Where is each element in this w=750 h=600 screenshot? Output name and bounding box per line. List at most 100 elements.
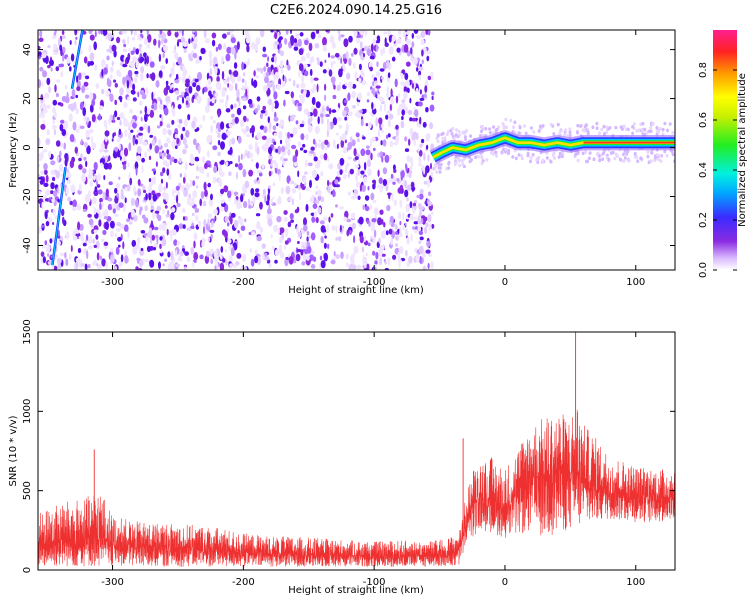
noise-blob [125, 187, 128, 192]
noise-blob [292, 188, 297, 193]
noise-blob [281, 146, 285, 152]
noise-blob [414, 28, 419, 34]
noise-blob [286, 186, 291, 195]
noise-blob [40, 152, 44, 160]
halo-blob [469, 160, 472, 164]
noise-blob [367, 48, 371, 55]
noise-blob [45, 189, 50, 196]
noise-blob [255, 249, 258, 254]
noise-blob [371, 239, 373, 242]
noise-blob [171, 251, 174, 260]
noise-blob [167, 30, 171, 36]
noise-blob [251, 259, 255, 267]
noise-blob [137, 237, 140, 245]
noise-blob [156, 161, 158, 167]
noise-blob [203, 201, 207, 207]
noise-blob [143, 124, 147, 130]
noise-blob [181, 134, 184, 141]
noise-blob [297, 241, 300, 244]
colorbar-tick-label: 0.6 [698, 112, 709, 128]
noise-blob [383, 139, 387, 146]
noise-blob [182, 42, 187, 47]
noise-blob [315, 201, 319, 204]
noise-blob [212, 40, 215, 47]
noise-blob [109, 162, 112, 169]
noise-blob [97, 174, 101, 182]
noise-blob [431, 261, 434, 269]
noise-blob [70, 160, 74, 168]
noise-blob [296, 120, 299, 124]
noise-blob [170, 234, 172, 242]
noise-blob [312, 170, 317, 178]
halo-blob [586, 160, 589, 164]
noise-blob [180, 173, 182, 177]
noise-blob [133, 30, 137, 36]
noise-blob [65, 96, 70, 103]
noise-blob [134, 77, 138, 83]
noise-blob [66, 155, 68, 162]
noise-blob [413, 217, 417, 220]
noise-blob [227, 77, 230, 82]
noise-blob [210, 259, 213, 265]
noise-blob [280, 227, 285, 233]
noise-blob [251, 231, 255, 236]
noise-blob [339, 206, 344, 210]
noise-blob [192, 213, 195, 216]
noise-blob [79, 236, 82, 240]
noise-blob [216, 76, 220, 82]
noise-blob [357, 93, 362, 101]
noise-blob [90, 52, 95, 61]
noise-blob [308, 163, 313, 167]
halo-blob [559, 129, 562, 133]
noise-blob [195, 79, 199, 83]
spec-ytick-label: 20 [22, 92, 33, 105]
noise-blob [342, 110, 347, 117]
noise-blob [121, 254, 124, 262]
noise-blob [171, 84, 174, 88]
noise-blob [321, 236, 324, 243]
spec-ytick-label: 0 [22, 144, 33, 150]
noise-blob [75, 262, 78, 270]
colorbar: 0.00.20.40.60.8 Normalized spectral ampl… [698, 30, 748, 278]
halo-blob [530, 126, 533, 130]
halo-blob [505, 147, 508, 151]
noise-blob [410, 214, 414, 221]
noise-blob [365, 195, 369, 201]
noise-blob [139, 44, 143, 47]
noise-blob [385, 155, 390, 163]
noise-blob [321, 225, 326, 233]
noise-blob [103, 149, 108, 152]
noise-blob [392, 35, 396, 42]
noise-blob [431, 211, 434, 215]
noise-blob [150, 61, 155, 68]
noise-blob [262, 136, 267, 140]
noise-blob [218, 44, 222, 51]
noise-blob [301, 261, 305, 265]
noise-blob [300, 124, 304, 127]
noise-blob [311, 32, 316, 40]
noise-blob [346, 263, 349, 267]
halo-blob [511, 155, 514, 159]
noise-blob [379, 177, 383, 184]
noise-blob [137, 92, 139, 98]
noise-blob [401, 109, 405, 115]
noise-blob [187, 197, 190, 205]
noise-blob [250, 248, 253, 253]
noise-blob [81, 174, 86, 183]
noise-blob [331, 61, 334, 68]
noise-blob [195, 215, 198, 221]
noise-blob [418, 215, 420, 223]
noise-blob [238, 233, 242, 238]
noise-blob [407, 185, 412, 191]
noise-blob [398, 28, 401, 36]
halo-blob [587, 130, 590, 134]
noise-blob [263, 189, 266, 195]
noise-blob [156, 213, 159, 219]
noise-blob [283, 210, 287, 215]
noise-blob [46, 78, 50, 85]
noise-blob [274, 163, 278, 169]
noise-blob [294, 46, 299, 51]
noise-blob [132, 122, 137, 128]
halo-blob [584, 125, 587, 129]
noise-blob [154, 227, 158, 231]
